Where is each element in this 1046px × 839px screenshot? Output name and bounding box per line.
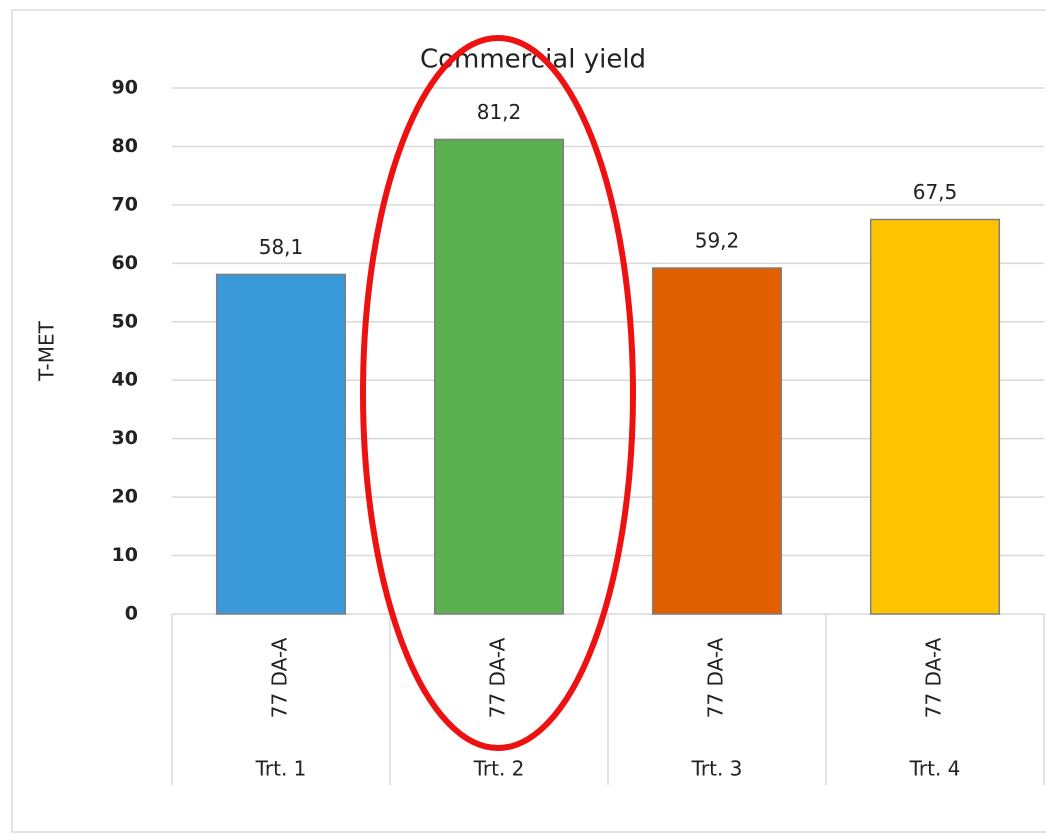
y-tick-label: 10 [112, 544, 138, 566]
value-label: 58,1 [259, 235, 304, 259]
y-axis-title: T-MET [35, 320, 59, 381]
y-tick-label: 0 [125, 603, 138, 625]
bar [869, 218, 1001, 615]
y-tick-label: 80 [112, 135, 138, 157]
value-label: 59,2 [695, 229, 740, 253]
x-group-label: Trt. 4 [909, 757, 961, 781]
bar [433, 138, 565, 615]
x-tick-label: 77 DA-A [922, 637, 946, 718]
bar [651, 267, 783, 615]
y-tick-label: 40 [112, 369, 138, 391]
y-tick-label: 50 [112, 310, 138, 332]
x-group-label: Trt. 2 [473, 757, 525, 781]
x-tick-label: 77 DA-A [268, 637, 292, 718]
y-tick-label: 20 [112, 486, 138, 508]
value-label: 67,5 [913, 180, 958, 204]
value-label: 81,2 [477, 100, 522, 124]
y-tick-label: 70 [112, 193, 138, 215]
highlight-ellipse [360, 35, 636, 751]
x-tick-label: 77 DA-A [704, 637, 728, 718]
x-group-label: Trt. 1 [255, 757, 307, 781]
bar [215, 273, 347, 615]
x-tick-label: 77 DA-A [486, 637, 510, 718]
y-tick-label: 60 [112, 252, 138, 274]
y-tick-label: 30 [112, 427, 138, 449]
y-tick-label: 90 [112, 77, 138, 99]
x-group-label: Trt. 3 [691, 757, 743, 781]
